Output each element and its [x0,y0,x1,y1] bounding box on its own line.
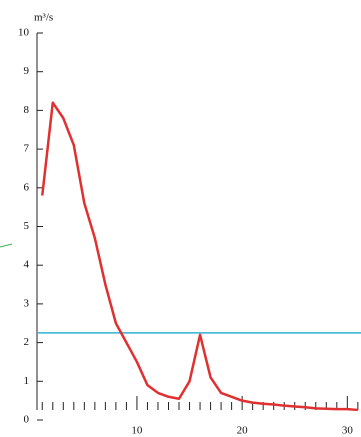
y-tick-label: 4 [24,259,30,271]
y-tick-label: 9 [24,65,30,77]
x-tick-label: 30 [342,425,354,437]
y-tick-label: 8 [24,104,30,116]
y-tick-label: 6 [24,181,30,193]
y-tick-label: 7 [24,143,30,155]
y-tick-label: 5 [24,220,30,232]
y-tick-label: 3 [24,297,30,309]
x-tick-label: 20 [237,425,249,437]
data-line [41,101,358,412]
x-tick-label: 10 [131,425,143,437]
y-unit: m³/s [34,12,53,24]
y-tick-label: 10 [18,27,30,39]
y-tick-label: 2 [24,336,30,348]
partial-line [0,243,13,248]
y-tick-label: 0 [24,414,30,426]
y-tick-label: 1 [24,375,30,387]
